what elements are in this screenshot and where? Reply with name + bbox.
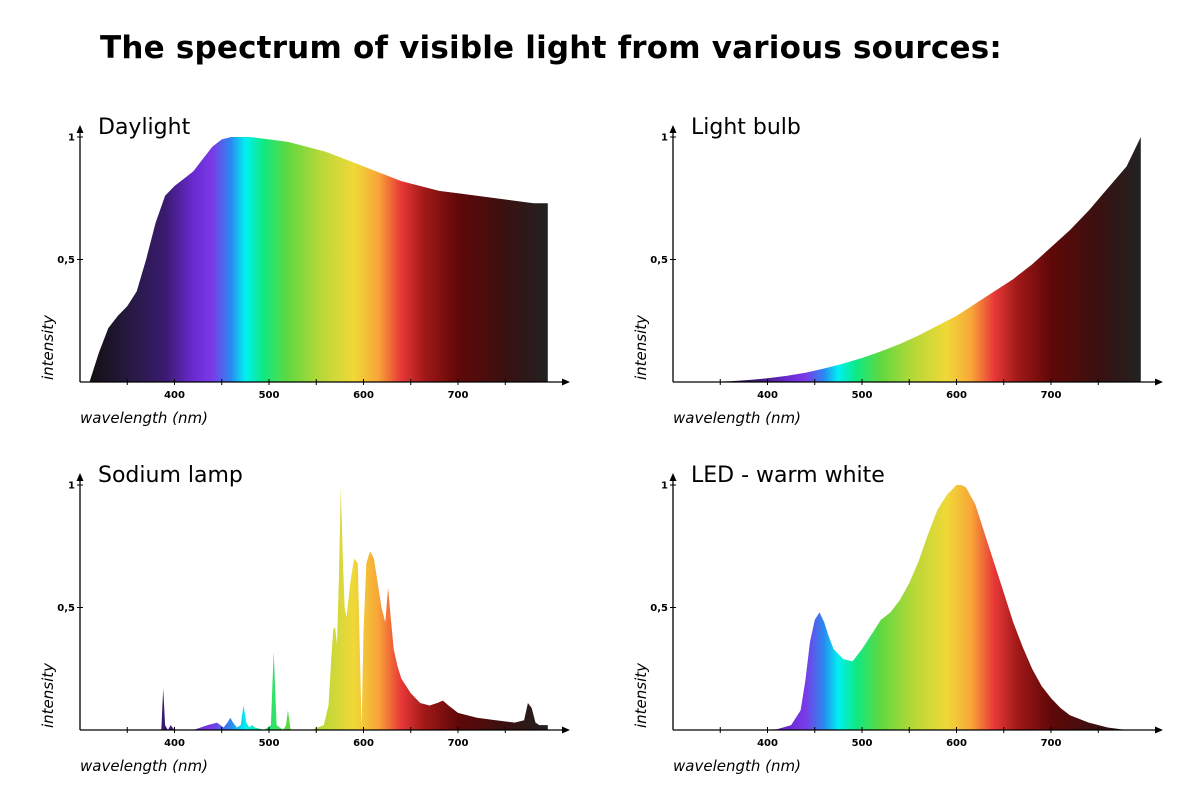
panel-title: LED - warm white	[691, 463, 885, 488]
spectrum-area	[155, 487, 548, 730]
panel-title: Sodium lamp	[98, 463, 243, 488]
x-axis-arrow	[1155, 378, 1163, 386]
y-axis-label: intensity	[39, 662, 57, 728]
y-axis-label: intensity	[632, 314, 650, 380]
x-axis-label: wavelength (nm)	[80, 409, 208, 427]
x-tick-label: 500	[852, 738, 873, 749]
x-axis-arrow	[562, 726, 570, 734]
y-tick-label: 1	[661, 133, 668, 144]
y-axis-arrow	[76, 125, 84, 133]
y-tick-label: 0,5	[57, 603, 75, 614]
x-axis-label: wavelength (nm)	[673, 409, 801, 427]
x-tick-label: 600	[946, 390, 967, 401]
y-axis-arrow	[76, 473, 84, 481]
x-tick-label: 500	[259, 738, 280, 749]
x-tick-label: 500	[852, 390, 873, 401]
page-title: The spectrum of visible light from vario…	[100, 30, 1002, 66]
x-tick-label: 400	[164, 390, 185, 401]
x-tick-label: 700	[448, 390, 469, 401]
y-axis-label: intensity	[39, 314, 57, 380]
x-tick-label: 600	[353, 738, 374, 749]
y-tick-label: 0,5	[57, 255, 75, 266]
x-tick-label: 700	[448, 738, 469, 749]
x-axis-label: wavelength (nm)	[673, 757, 801, 775]
y-tick-label: 1	[661, 481, 668, 492]
x-tick-label: 600	[353, 390, 374, 401]
y-tick-label: 0,5	[650, 603, 668, 614]
x-axis-label: wavelength (nm)	[80, 757, 208, 775]
y-axis-arrow	[669, 473, 677, 481]
chart-panel-sodium-lamp: 400 500 600 700 0,5 1 Sodium lamp wavelength (n…	[39, 463, 570, 775]
panel-title: Daylight	[98, 115, 191, 140]
y-tick-label: 1	[68, 133, 75, 144]
x-tick-label: 400	[164, 738, 185, 749]
x-tick-label: 400	[757, 390, 778, 401]
x-axis-arrow	[562, 378, 570, 386]
spectrum-area	[710, 137, 1141, 382]
x-tick-label: 600	[946, 738, 967, 749]
y-axis-label: intensity	[632, 662, 650, 728]
y-tick-label: 0,5	[650, 255, 668, 266]
y-axis-arrow	[669, 125, 677, 133]
x-tick-label: 500	[259, 390, 280, 401]
x-tick-label: 700	[1041, 390, 1062, 401]
x-tick-label: 700	[1041, 738, 1062, 749]
x-tick-label: 400	[757, 738, 778, 749]
y-tick-label: 1	[68, 481, 75, 492]
x-axis-arrow	[1155, 726, 1163, 734]
chart-panel-light-bulb: 400 500 600 700 0,5 1 Light bulb wavelength (nm…	[632, 115, 1163, 427]
chart-panel-led-warm-white: 400 500 600 700 0,5 1 LED - warm white waveleng…	[632, 463, 1163, 775]
panel-title: Light bulb	[691, 115, 801, 140]
spectrum-area	[89, 137, 548, 382]
chart-panel-daylight: 400 500 600 700 0,5 1 Daylight wavelength (nm) i…	[39, 115, 570, 427]
spectrum-area	[758, 485, 1127, 730]
